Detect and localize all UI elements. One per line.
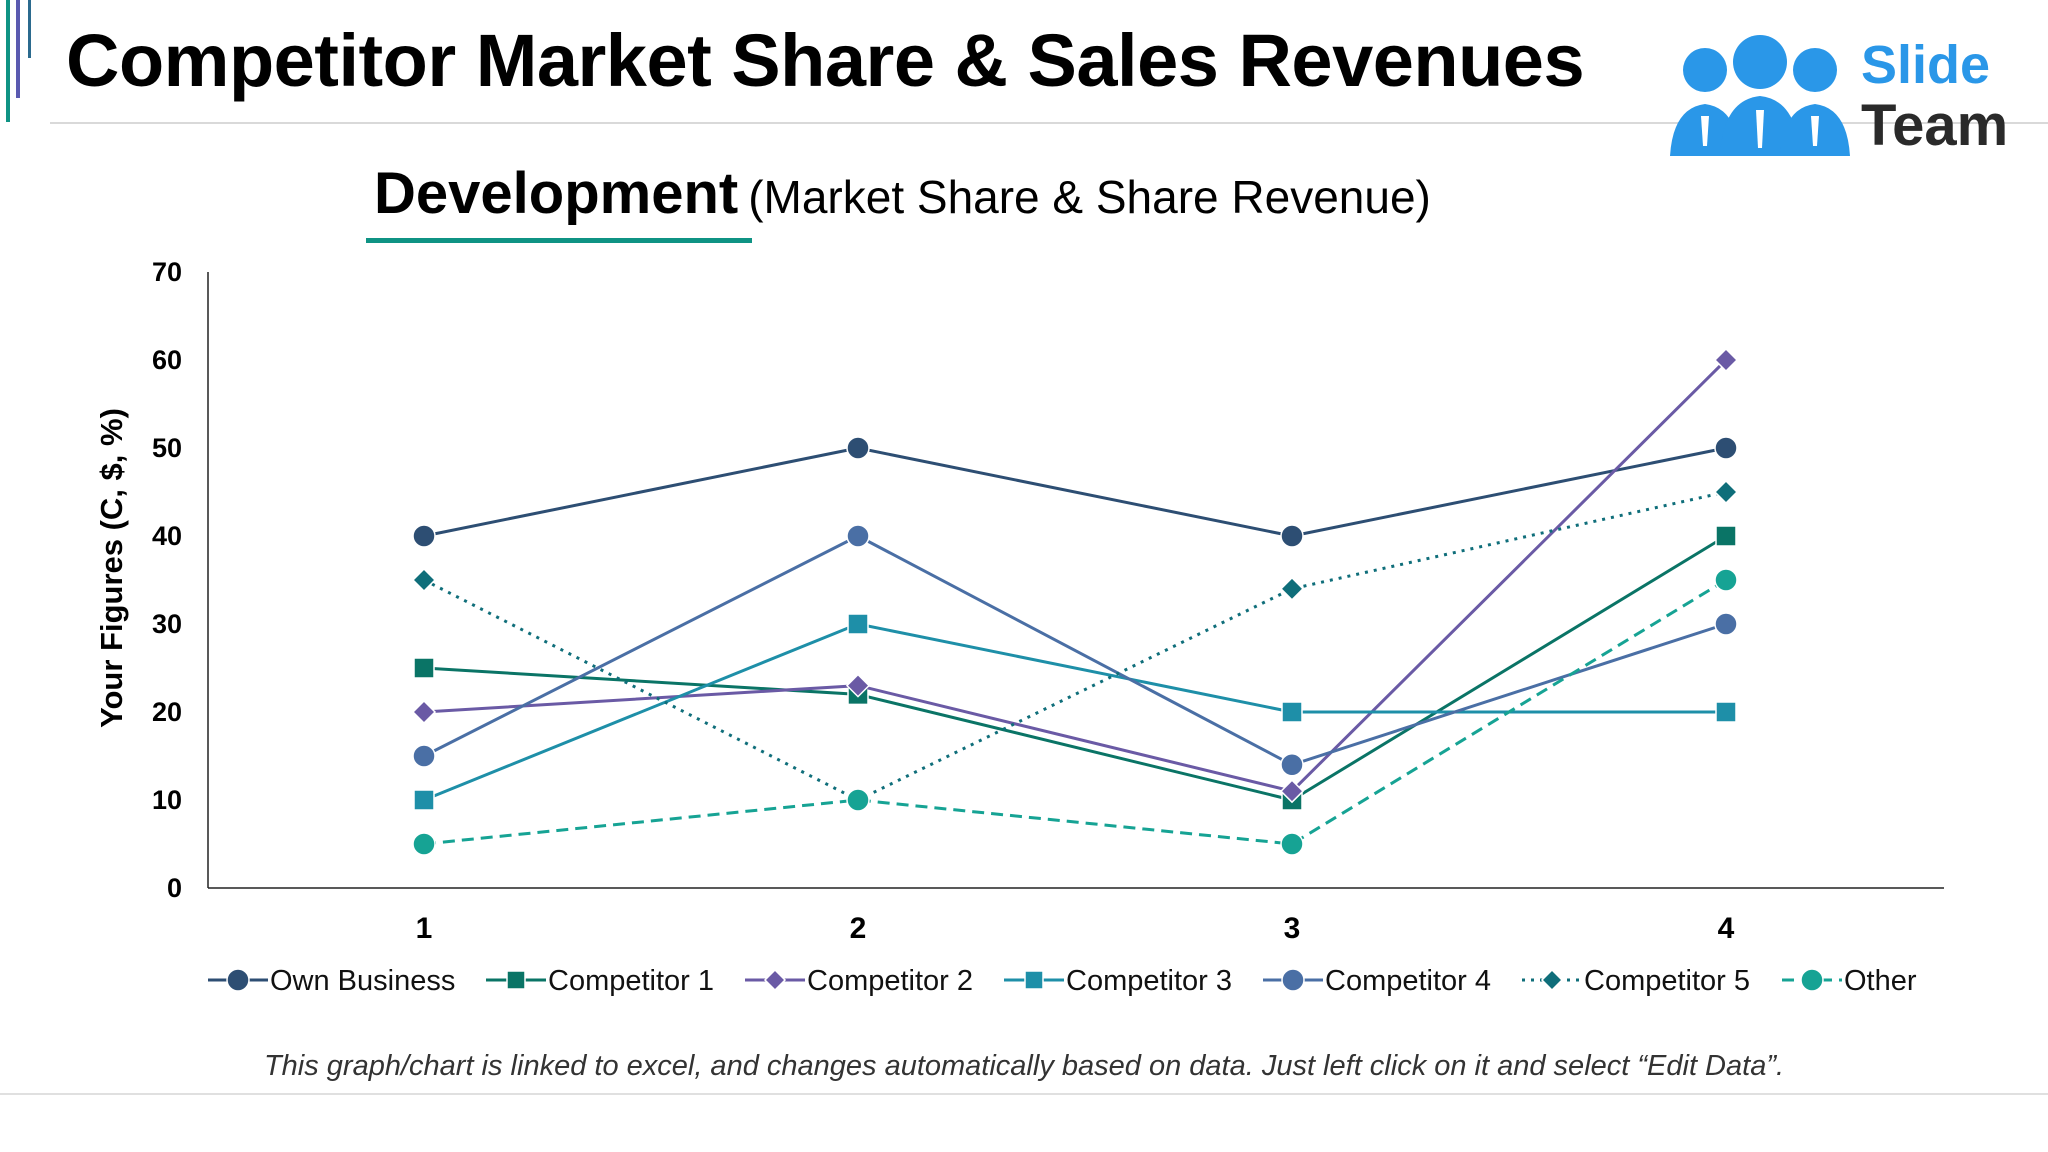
data-point	[413, 789, 435, 811]
data-point	[412, 524, 436, 548]
series-line	[423, 490, 1727, 802]
series-competitor-3	[413, 613, 1737, 811]
y-axis-label: Your Figures (C, $, %)	[94, 408, 129, 728]
legend-label: Competitor 3	[1066, 965, 1232, 997]
subtitle-rest: (Market Share & Share Revenue)	[748, 171, 1431, 223]
title-divider	[50, 122, 2048, 124]
accent-bar-teal	[6, 0, 10, 122]
accent-bar-purple	[16, 0, 20, 98]
legend-label: Other	[1844, 965, 1917, 997]
people-icon	[1670, 35, 1850, 156]
series-layer	[411, 347, 1739, 856]
data-point	[1280, 524, 1304, 548]
legend-item: Competitor 3	[1004, 965, 1232, 997]
y-tick-label: 20	[152, 697, 182, 727]
series-line	[423, 446, 1727, 538]
legend-item: Own Business	[208, 965, 455, 997]
data-point	[846, 524, 870, 548]
data-point	[1713, 347, 1739, 373]
data-point	[413, 657, 435, 679]
y-tick-label: 10	[152, 785, 182, 815]
y-tick-label: 70	[152, 257, 182, 287]
data-point	[1281, 701, 1303, 723]
series-competitor-2	[411, 347, 1739, 804]
legend-marker	[226, 968, 250, 992]
subtitle-strong: Development	[374, 161, 739, 226]
y-tick-label: 40	[152, 521, 182, 551]
data-point	[1280, 753, 1304, 777]
chart-axes: 0 10 20 30 40 50 60 70 1 2 3 4 Your Figures (C, $, %…	[94, 257, 1944, 945]
legend-marker	[763, 968, 787, 992]
y-tick-label: 30	[152, 609, 182, 639]
series-line	[423, 578, 1727, 846]
subtitle-underline	[366, 238, 752, 243]
data-point	[845, 673, 871, 698]
data-point	[846, 436, 870, 460]
data-point	[1714, 568, 1738, 592]
page-title: Competitor Market Share & Sales Revenues	[66, 19, 1585, 102]
legend-label: Competitor 5	[1584, 965, 1750, 997]
y-tick-label: 60	[152, 345, 182, 375]
logo-text-team: Team	[1861, 93, 2008, 158]
legend-item: Competitor 5	[1522, 965, 1750, 997]
y-tick-label: 0	[167, 873, 182, 903]
legend-marker	[1540, 968, 1564, 992]
data-point	[1713, 479, 1739, 505]
data-point	[847, 613, 869, 635]
x-tick-label: 1	[416, 912, 433, 945]
y-tick-label: 50	[152, 433, 182, 463]
series-competitor-5	[411, 479, 1739, 813]
legend-marker	[1281, 968, 1305, 992]
legend-item: Competitor 2	[745, 965, 973, 997]
data-point	[1714, 436, 1738, 460]
accent-bar-blue	[28, 0, 31, 58]
legend-item: Other	[1782, 965, 1917, 997]
line-chart: 0 10 20 30 40 50 60 70 1 2 3 4 Your Figures (C, $, %…	[94, 257, 1944, 997]
series-line	[423, 358, 1728, 793]
data-point	[1279, 576, 1305, 601]
legend-marker	[1800, 968, 1824, 992]
slide-team-logo: Slide Team	[1670, 35, 2008, 158]
x-tick-label: 3	[1284, 912, 1301, 945]
data-point	[846, 788, 870, 812]
series-competitor-4	[412, 524, 1738, 777]
legend-item: Competitor 4	[1263, 965, 1491, 997]
legend-marker	[1024, 970, 1044, 990]
series-line	[423, 534, 1727, 802]
data-point	[412, 832, 436, 856]
series-line	[423, 534, 1727, 767]
legend-label: Own Business	[270, 965, 455, 997]
data-point	[1715, 701, 1737, 723]
data-point	[411, 699, 437, 725]
bottom-divider	[0, 1093, 2048, 1095]
series-other	[412, 568, 1738, 856]
data-point	[1279, 779, 1305, 804]
legend-label: Competitor 2	[807, 965, 973, 997]
data-point	[1715, 525, 1737, 547]
x-tick-label: 4	[1718, 912, 1735, 945]
chart-legend: Own Business Competitor 1 Competitor 2 Comp…	[208, 965, 1917, 997]
legend-label: Competitor 1	[548, 965, 714, 997]
x-tick-label: 2	[850, 912, 867, 945]
data-point	[1280, 832, 1304, 856]
logo-text-slide: Slide	[1861, 35, 1990, 95]
data-point	[1714, 612, 1738, 636]
series-own-business	[412, 436, 1738, 548]
legend-item: Competitor 1	[486, 965, 714, 997]
legend-marker	[506, 970, 526, 990]
data-point	[411, 567, 437, 593]
legend-label: Competitor 4	[1325, 965, 1491, 997]
data-point	[412, 744, 436, 768]
footnote: This graph/chart is linked to excel, and…	[263, 1050, 1785, 1082]
chart-subtitle: Development (Market Share & Share Revenue…	[374, 160, 1431, 227]
